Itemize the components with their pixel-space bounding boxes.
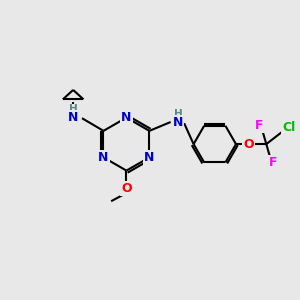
Text: Cl: Cl: [282, 122, 295, 134]
Text: N: N: [98, 151, 109, 164]
Text: N: N: [144, 151, 154, 164]
Text: O: O: [121, 182, 132, 195]
Text: H: H: [174, 110, 183, 119]
Text: H: H: [69, 104, 77, 114]
Text: N: N: [68, 110, 78, 124]
Text: N: N: [121, 111, 132, 124]
Text: N: N: [173, 116, 183, 128]
Text: O: O: [243, 138, 254, 151]
Text: F: F: [269, 157, 277, 169]
Text: F: F: [255, 119, 264, 132]
